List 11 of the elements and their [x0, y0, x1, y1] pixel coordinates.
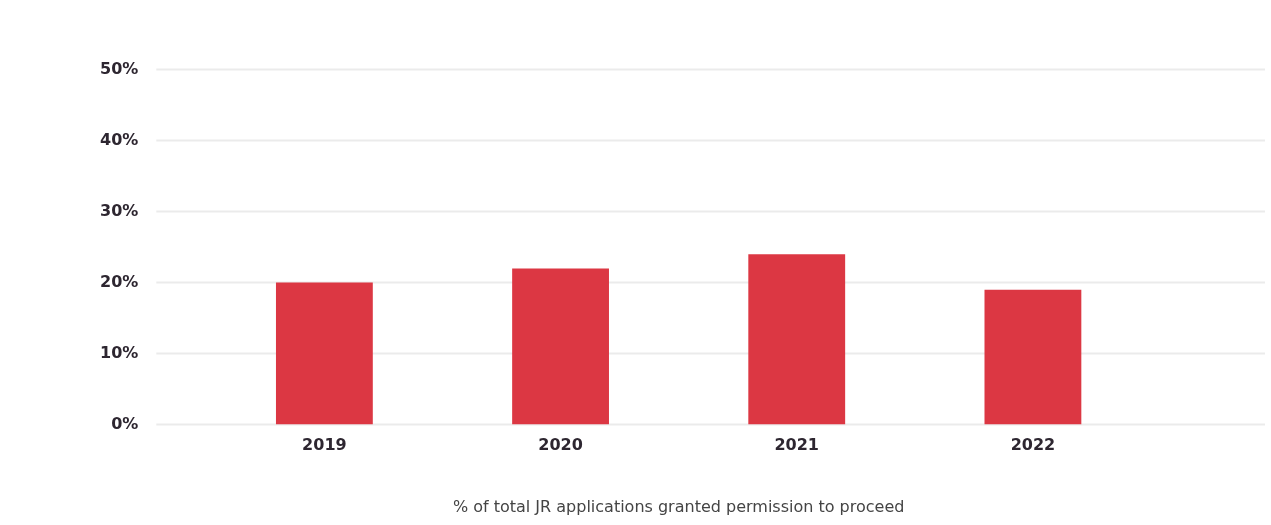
y-tick-label: 20%	[100, 271, 139, 291]
y-tick-label: 40%	[100, 129, 139, 149]
y-tick-label: 50%	[100, 58, 139, 78]
x-axis-title: % of total JR applications granted permission to proceed	[452, 496, 905, 516]
y-tick-label: 0%	[111, 413, 139, 433]
y-tick-label: 30%	[100, 200, 139, 220]
x-tick-label: 2022	[1010, 435, 1056, 455]
x-tick-label: 2019	[302, 435, 347, 455]
x-tick-label: 2020	[538, 435, 583, 455]
x-tick-label: 2021	[774, 435, 819, 455]
y-tick-label: 10%	[100, 342, 139, 362]
